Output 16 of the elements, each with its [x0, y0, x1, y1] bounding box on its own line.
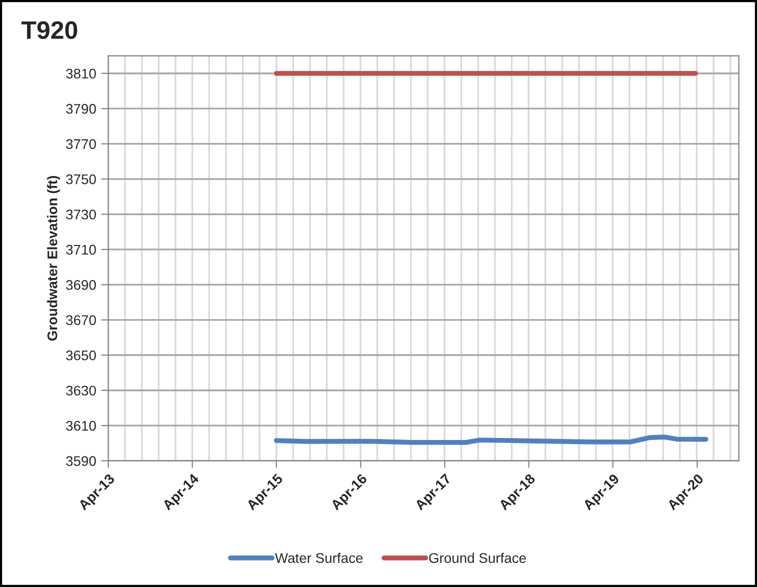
y-tick-label: 3750	[66, 174, 96, 184]
y-tick-label: 3710	[66, 244, 96, 255]
y-tick-label: 3690	[66, 280, 96, 290]
legend-label: Water Surface	[275, 552, 363, 563]
y-tick-label: 3630	[66, 386, 96, 396]
y-tick-label: 3810	[66, 68, 96, 79]
y-tick-label: 3730	[66, 210, 96, 220]
y-tick-label: 3590	[66, 456, 96, 466]
y-tick-label: 3610	[66, 420, 96, 431]
y-tick-label: 3670	[66, 315, 96, 326]
y-tick-label: 3650	[66, 350, 96, 360]
y-tick-label: 3790	[66, 104, 96, 114]
y-tick-label: 3770	[66, 139, 96, 149]
legend-label: Ground Surface	[429, 552, 526, 563]
chart-title: T920	[21, 21, 78, 39]
y-axis-title: Groudwater Elevation (ft)	[47, 176, 60, 341]
